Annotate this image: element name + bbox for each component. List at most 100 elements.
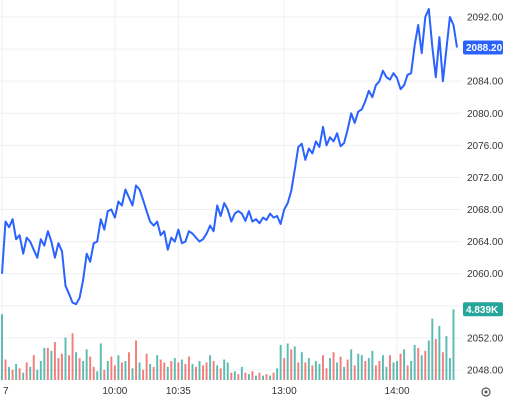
volume-bar xyxy=(156,355,159,380)
volume-bar xyxy=(82,361,85,380)
volume-bar xyxy=(251,371,254,380)
volume-bar xyxy=(57,358,60,380)
volume-bar xyxy=(219,368,222,380)
volume-bar xyxy=(85,349,88,380)
volume-bar xyxy=(385,366,388,380)
volume-bar xyxy=(350,349,353,380)
volume-bar xyxy=(424,350,427,380)
volume-bar xyxy=(262,375,264,380)
volume-bar xyxy=(367,358,370,380)
volume-bar xyxy=(254,375,257,380)
volume-bar xyxy=(78,358,81,380)
time-axis: 7 10:00 10:35 13:00 14:00 xyxy=(3,386,410,397)
volume-bar xyxy=(191,363,194,380)
x-tick-label: 10:00 xyxy=(102,386,127,397)
volume-bar xyxy=(53,342,56,380)
volume-bar xyxy=(396,361,399,380)
gear-icon[interactable] xyxy=(481,387,491,397)
volume-bar xyxy=(336,362,339,380)
volume-bar xyxy=(216,365,219,380)
volume-bar xyxy=(353,365,356,380)
volume-bar xyxy=(410,361,413,380)
price-axis: 2092.002088.002084.002080.002076.002072.… xyxy=(467,13,504,377)
volume-bar xyxy=(89,356,92,380)
volume-bar xyxy=(406,365,409,380)
volume-bar xyxy=(279,344,282,380)
volume-bar xyxy=(244,372,247,380)
y-tick-label: 2068.00 xyxy=(467,205,504,216)
volume-bar xyxy=(399,353,402,380)
volume-bar xyxy=(25,362,28,380)
volume-bar xyxy=(195,366,197,380)
volume-bar xyxy=(142,369,145,380)
volume-bar xyxy=(314,361,317,380)
y-tick-label: 2052.00 xyxy=(467,333,504,344)
volume-bar xyxy=(120,362,123,380)
volume-bar xyxy=(434,339,437,380)
volume-bar xyxy=(297,362,300,380)
volume-bar xyxy=(360,355,363,380)
volume-bar xyxy=(332,352,335,380)
volume-bar xyxy=(318,363,321,380)
volume-bar xyxy=(4,359,7,380)
y-tick-label: 2072.00 xyxy=(467,173,504,184)
volume-bar xyxy=(300,352,303,380)
last-volume-tag: 4.839K xyxy=(463,302,503,317)
y-tick-label: 2048.00 xyxy=(467,366,504,377)
y-tick-label: 2080.00 xyxy=(467,109,504,120)
volume-bar xyxy=(15,363,18,380)
last-price-label: 2088.20 xyxy=(466,43,503,54)
volume-bars xyxy=(1,309,455,380)
volume-bar xyxy=(124,361,127,380)
volume-bar xyxy=(184,363,187,380)
volume-bar xyxy=(378,361,381,380)
volume-bar xyxy=(448,358,451,380)
volume-bar xyxy=(152,366,155,380)
volume-bar xyxy=(343,366,346,380)
x-tick-label: 7 xyxy=(3,386,9,397)
x-tick-label: 10:35 xyxy=(166,386,191,397)
last-value-tags: 2088.20 4.839K xyxy=(463,40,503,317)
last-volume-tag-bg xyxy=(463,302,503,317)
volume-bar xyxy=(1,314,3,380)
volume-bar xyxy=(212,361,215,380)
volume-bar xyxy=(131,368,134,380)
y-tick-label: 2092.00 xyxy=(467,13,504,24)
volume-bar xyxy=(403,349,406,380)
volume-bar xyxy=(304,362,307,380)
volume-bar xyxy=(205,362,208,380)
y-tick-label: 2084.00 xyxy=(467,77,504,88)
volume-bar xyxy=(68,355,70,380)
volume-bar xyxy=(92,366,95,380)
volume-bar xyxy=(272,372,275,380)
volume-bar xyxy=(8,366,11,380)
volume-bar xyxy=(258,372,261,380)
volume-bar xyxy=(103,369,106,380)
volume-bar xyxy=(364,361,367,380)
last-volume-label: 4.839K xyxy=(466,305,499,316)
volume-bar xyxy=(117,355,120,380)
volume-bar xyxy=(173,358,176,380)
volume-bar xyxy=(128,352,130,380)
volume-bar xyxy=(307,358,310,380)
volume-bar xyxy=(226,362,229,380)
volume-bar xyxy=(293,346,296,380)
volume-bar xyxy=(22,372,25,380)
volume-bar xyxy=(392,362,395,380)
volume-bar xyxy=(413,344,416,380)
volume-bar xyxy=(265,374,268,380)
volume-bar xyxy=(11,369,14,380)
volume-bar xyxy=(180,359,183,380)
volume-bar xyxy=(230,372,233,380)
volume-bar xyxy=(75,352,78,380)
grid xyxy=(0,0,462,382)
volume-bar xyxy=(357,353,360,380)
volume-bar xyxy=(149,363,152,380)
volume-bar xyxy=(135,340,138,380)
volume-bar xyxy=(431,318,434,380)
volume-bar xyxy=(290,349,293,380)
volume-bar xyxy=(159,359,162,380)
volume-bar xyxy=(276,368,279,380)
volume-bar xyxy=(286,343,289,380)
